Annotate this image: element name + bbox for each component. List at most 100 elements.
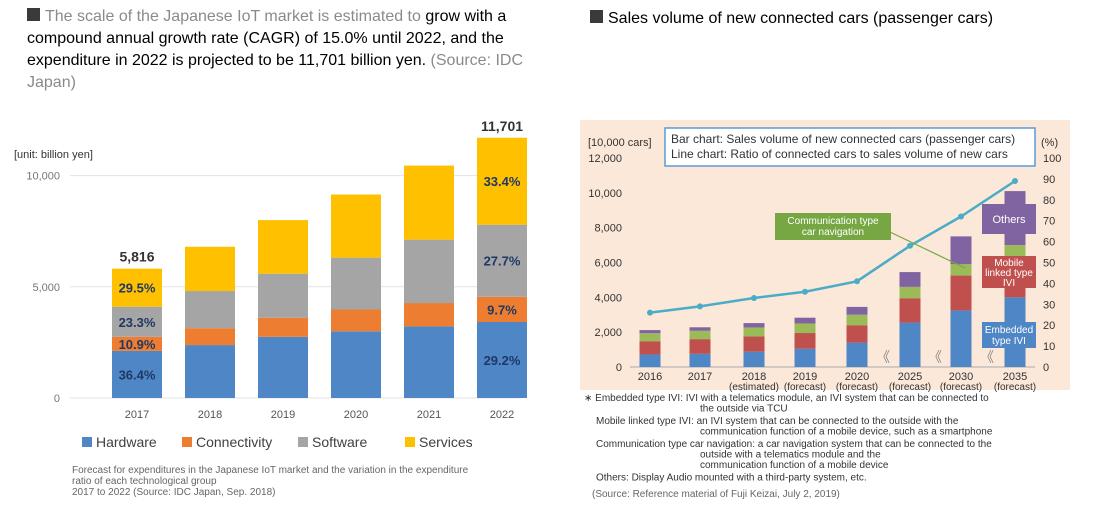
x-tick-label: 2018 bbox=[198, 409, 222, 421]
ratio-point bbox=[751, 295, 757, 302]
bar-segment bbox=[112, 350, 162, 398]
connected-cars-chart: [10,000 cars] (%) 0 2,000 4,000 6,000 8,000 10,… bbox=[584, 127, 1061, 500]
bar-segment bbox=[112, 336, 162, 351]
bar-segment bbox=[743, 336, 765, 352]
x-tick-label: 2017 bbox=[688, 371, 712, 383]
x-tick-label: 2019 bbox=[793, 371, 817, 383]
y-tick-label-right: 30 bbox=[1043, 299, 1055, 311]
bar-segment bbox=[846, 325, 868, 343]
annotation-leader bbox=[889, 231, 966, 269]
y-tick-label-right: 80 bbox=[1043, 195, 1055, 207]
bar-segment bbox=[794, 323, 816, 334]
bar-segment bbox=[258, 336, 308, 398]
bar-segment bbox=[331, 194, 381, 258]
bar-segment bbox=[846, 314, 868, 326]
data-label: 29.2% bbox=[484, 353, 521, 368]
footnote-line: outside with a telematics module and the bbox=[700, 450, 881, 461]
bar-segment bbox=[404, 303, 454, 327]
y-tick-label-right: 60 bbox=[1043, 237, 1055, 249]
y-tick-label-left: 8,000 bbox=[594, 223, 622, 235]
y-tick-label-left: 2,000 bbox=[594, 327, 622, 339]
bar-segment bbox=[258, 220, 308, 274]
x-tick-label: 2030 bbox=[949, 371, 973, 383]
bar-segment bbox=[950, 264, 972, 276]
bar-segment bbox=[331, 331, 381, 398]
left-header-body: grow with a compound annual growth rate … bbox=[27, 8, 507, 69]
bar-segment bbox=[950, 236, 972, 265]
total-label: 5,816 bbox=[119, 249, 154, 265]
ratio-point bbox=[1012, 177, 1018, 184]
data-label: 27.7% bbox=[484, 254, 521, 269]
x-tick-label: 2019 bbox=[271, 409, 295, 421]
ratio-point bbox=[697, 303, 703, 310]
data-label: 10.9% bbox=[119, 337, 156, 352]
bar-segment bbox=[258, 317, 308, 337]
legend-swatch bbox=[82, 437, 92, 447]
bar-segment bbox=[185, 246, 235, 292]
footnote-line: communication function of a mobile devic… bbox=[700, 427, 993, 438]
x-tick-sublabel: (forecast) bbox=[940, 382, 982, 393]
y-tick-label: 10,000 bbox=[26, 171, 60, 183]
x-tick-label: 2018 bbox=[742, 371, 766, 383]
bar-segment bbox=[743, 323, 765, 328]
axis-break-icon: 《 bbox=[928, 349, 942, 365]
bar-segment bbox=[477, 322, 527, 398]
footnote-line: Others: Display Audio mounted with a thi… bbox=[596, 473, 867, 484]
ratio-point bbox=[907, 242, 913, 249]
bar-segment bbox=[950, 275, 972, 311]
bar-segment bbox=[404, 239, 454, 304]
bar-segment bbox=[331, 257, 381, 310]
bar-segment bbox=[689, 327, 711, 331]
total-label: 11,701 bbox=[481, 118, 523, 134]
chart-legend-box bbox=[664, 127, 1036, 167]
bar-segment bbox=[258, 273, 308, 318]
y-tick-label-right: 90 bbox=[1043, 174, 1055, 186]
x-tick-label: 2025 bbox=[898, 371, 922, 383]
x-tick-label: 2016 bbox=[638, 371, 662, 383]
left-header: The scale of the Japanese IoT market is … bbox=[27, 6, 527, 94]
legend-label: Hardware bbox=[96, 434, 157, 450]
annotation-text: Others bbox=[992, 214, 1026, 226]
x-tick-sublabel: (forecast) bbox=[994, 382, 1036, 393]
bar-segment bbox=[689, 330, 711, 340]
bar-segment bbox=[477, 224, 527, 297]
footnote-line: the outside via TCU bbox=[700, 404, 788, 415]
ratio-point bbox=[958, 213, 964, 220]
ratio-point bbox=[647, 309, 653, 316]
x-tick-sublabel: (forecast) bbox=[889, 382, 931, 393]
y-tick-label: 5,000 bbox=[32, 282, 60, 294]
data-label: 9.7% bbox=[487, 302, 517, 317]
bar-segment bbox=[794, 317, 816, 324]
annotation-box-others bbox=[982, 204, 1036, 234]
annotation-text: car navigation bbox=[802, 227, 864, 238]
x-tick-label: 2021 bbox=[417, 409, 441, 421]
x-tick-label: 2020 bbox=[845, 371, 869, 383]
x-tick-sublabel: (forecast) bbox=[784, 382, 826, 393]
bar-segment bbox=[331, 309, 381, 332]
x-tick-label: 2020 bbox=[344, 409, 368, 421]
caption-line: 2017 to 2022 (Source: IDC Japan, Sep. 20… bbox=[72, 487, 275, 498]
iot-market-chart: [unit: billion yen] 0 5,000 10,000 36.4% 10.9… bbox=[14, 118, 527, 498]
footnote-line: communication function of a mobile devic… bbox=[700, 460, 889, 471]
data-label: 33.4% bbox=[484, 174, 521, 189]
legend-box-line: Line chart: Ratio of connected cars to s… bbox=[671, 147, 1008, 161]
axis-break-icon: 《 bbox=[876, 349, 890, 365]
ratio-point bbox=[854, 278, 860, 285]
bar-segment bbox=[743, 351, 765, 367]
y-tick-label-right: 100 bbox=[1043, 153, 1061, 165]
y-tick-label-left: 0 bbox=[616, 362, 622, 374]
ratio-point bbox=[802, 288, 808, 295]
bar-segment bbox=[112, 306, 162, 337]
y-tick-label-right: 50 bbox=[1043, 258, 1055, 270]
bar-segment bbox=[1004, 245, 1026, 258]
right-header-title: Sales volume of new connected cars (pass… bbox=[608, 10, 994, 27]
bullet-square-icon bbox=[590, 10, 603, 23]
y-tick-label-right: 0 bbox=[1043, 362, 1049, 374]
left-header-lead: The scale of the Japanese IoT market is … bbox=[45, 8, 421, 25]
bar-segment bbox=[477, 296, 527, 323]
left-header-source: (Source: IDC Japan) bbox=[27, 52, 524, 91]
annotation-box-navigation bbox=[775, 213, 891, 240]
caption-line: Forecast for expenditures in the Japanes… bbox=[72, 465, 469, 476]
x-tick-sublabel: (estimated) bbox=[729, 382, 779, 393]
y-tick-label-right: 40 bbox=[1043, 278, 1055, 290]
